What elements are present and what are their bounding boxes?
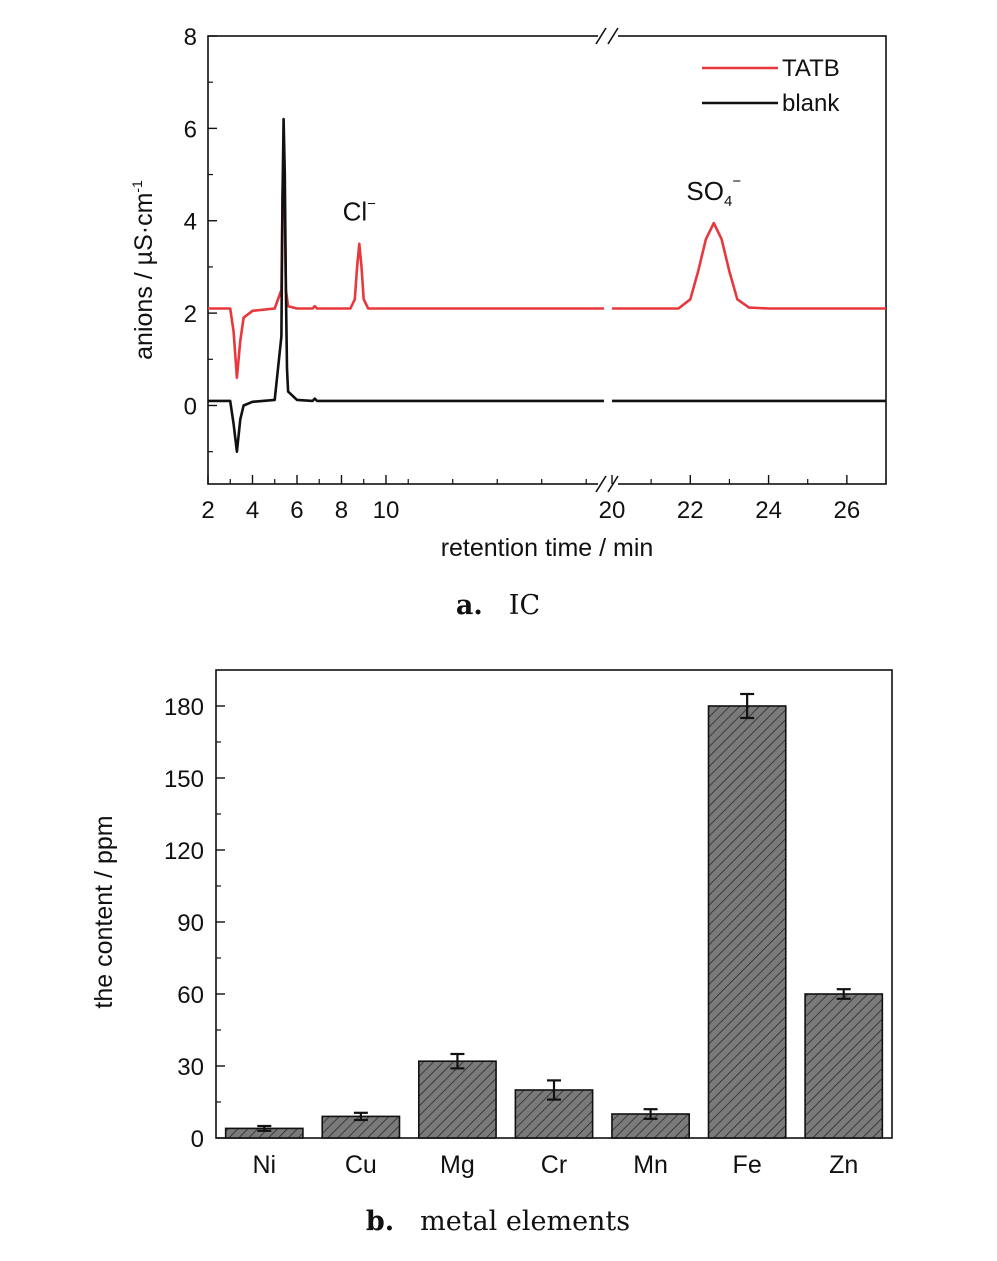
ic-x-axis-label: retention time / min [441,534,654,562]
bar-mg [417,1060,497,1139]
ic-y-tick-label: 6 [184,116,197,143]
category-label-mg: Mg [440,1151,475,1179]
ic-axis-break-bottom [595,475,619,493]
ic-axis-break-top [595,27,619,45]
metal-y-tick-label: 150 [164,766,204,793]
ic-x-tick-label: 26 [834,497,861,524]
ic-annotations: Cl− SO4− [343,173,742,227]
ic-y-tick-label: 2 [184,301,197,328]
ic-peak-label: SO4− [686,173,741,210]
ic-x-tick-label: 6 [290,497,303,524]
metal-bars [224,692,884,1139]
ic-y-tick-label: 4 [184,209,197,236]
category-label-fe: Fe [733,1151,762,1179]
ic-y-axis-label: anions / µS·cm-1 [129,180,158,360]
ic-caption: a. IC [456,590,540,621]
metal-y-tick-label: 120 [164,838,204,865]
metal-caption-text: metal elements [420,1206,630,1237]
ic-x-tick-label: 22 [677,497,704,524]
category-label-ni: Ni [252,1151,276,1179]
ic-plot-frame [207,35,887,485]
category-label-mn: Mn [633,1151,668,1179]
ic-y-tick-label: 8 [184,24,197,51]
ic-caption-text: IC [509,590,540,621]
metal-ticks: 0 30 60 90 120 150 180 Ni Cu Mg Cr Mn Fe Zn [164,694,858,1179]
category-label-cu: Cu [345,1151,377,1179]
ic-x-tick-label: 10 [373,497,400,524]
ic-y-axis-label-main: anions / µS·cm [130,193,158,360]
metal-y-tick-label: 180 [164,694,204,721]
ic-legend: TATB blank [702,55,840,117]
ic-series-line-tatb-seg2 [612,221,886,310]
ic-x-tick-label: 4 [246,497,259,524]
ic-caption-letter: a. [456,590,483,621]
ic-y-tick-label: 0 [184,393,197,420]
legend-label-blank: blank [782,90,840,117]
metal-y-axis-label: the content / ppm [90,815,118,1008]
ic-x-tick-label: 20 [599,497,626,524]
category-label-cr: Cr [541,1151,567,1179]
bar-fe [707,705,787,1139]
ic-y-axis-label-sup: -1 [129,180,145,193]
category-label-zn: Zn [829,1151,858,1179]
ic-series-line-blank-seg1 [208,117,604,454]
metal-caption: b. metal elements [366,1206,630,1237]
ic-series-line-tatb-seg1 [208,150,604,380]
bar-zn [804,993,884,1139]
metal-y-tick-label: 30 [177,1054,204,1081]
metal-chart: 0 30 60 90 120 150 180 Ni Cu Mg Cr Mn Fe Zn the conte… [90,669,893,1237]
metal-y-tick-label: 60 [177,982,204,1009]
ic-peak-label: Cl− [343,196,377,227]
legend-label-tatb: TATB [782,55,840,82]
metal-plot-frame [215,669,893,1139]
ic-x-tick-label: 2 [201,497,214,524]
ic-x-tick-label: 24 [755,497,782,524]
metal-y-tick-label: 90 [177,910,204,937]
ic-series [208,117,886,454]
metal-y-tick-label: 0 [191,1126,204,1153]
ic-x-tick-label: 8 [335,497,348,524]
metal-caption-letter: b. [366,1206,394,1237]
